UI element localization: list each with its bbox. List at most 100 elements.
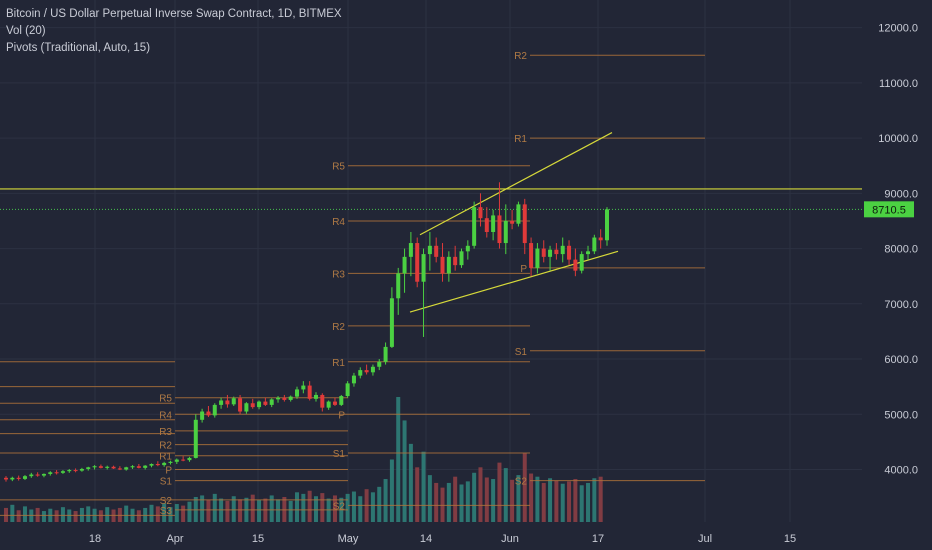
candle-body: [219, 400, 224, 405]
y-axis-tick-label: 11000.0: [879, 78, 918, 90]
volume-bar: [465, 481, 470, 522]
candle-body: [10, 477, 15, 480]
candle-body: [529, 243, 534, 268]
candle-body: [427, 245, 432, 255]
candle-body: [402, 256, 407, 274]
last-price-tag: [864, 201, 914, 218]
candle-body: [446, 256, 451, 274]
pivot-label: R1: [159, 452, 172, 463]
pivot-label: R4: [332, 217, 345, 228]
volume-bar: [200, 495, 205, 522]
candle-body: [491, 215, 496, 232]
wedge-upper-trendline: [419, 132, 613, 236]
volume-bar: [269, 495, 274, 522]
candle-body: [187, 457, 192, 461]
volume-bar: [573, 479, 578, 522]
volume-bar: [98, 510, 103, 522]
volume-bar: [586, 482, 591, 522]
pivot-label: P: [165, 466, 172, 477]
volume-bar: [446, 482, 451, 522]
volume-bar: [231, 496, 236, 522]
y-axis-tick-label: 7000.0: [884, 299, 918, 311]
volume-bar: [212, 493, 217, 522]
candle-body: [288, 396, 293, 400]
candle-body: [434, 245, 439, 257]
volume-bar: [592, 478, 597, 522]
candle-body: [117, 468, 122, 470]
volume-bar: [225, 500, 230, 522]
volume-bar: [491, 479, 496, 522]
volume-bar: [276, 499, 281, 522]
volume-bar: [453, 476, 458, 522]
candle-body: [67, 470, 72, 472]
candle-body: [313, 394, 318, 399]
volume-bar: [383, 479, 388, 522]
y-axis-tick-label: 6000.0: [884, 354, 918, 366]
volume-bar: [295, 492, 300, 522]
volume-bar: [124, 505, 129, 522]
candle-body: [364, 370, 369, 373]
candle-body: [168, 461, 173, 463]
candle-body: [162, 462, 167, 466]
y-axis-tick-label: 12000.0: [878, 23, 918, 35]
volume-bar: [22, 506, 27, 522]
candle-body: [225, 400, 230, 405]
candle-body: [484, 218, 489, 232]
volume-bar: [370, 492, 375, 522]
x-axis-tick-label: May: [338, 533, 359, 545]
x-axis-tick-label: 15: [784, 533, 796, 545]
candle-body: [181, 459, 186, 461]
candle-body: [339, 396, 344, 405]
candle-body: [592, 237, 597, 252]
volume-bar: [478, 467, 483, 522]
volume-bar: [10, 504, 15, 522]
volume-bar: [181, 505, 186, 522]
volume-bar: [168, 507, 173, 522]
candle-body: [54, 472, 59, 474]
candle-body: [143, 465, 148, 468]
pivot-label: S2: [333, 501, 346, 512]
pivot-label: R3: [159, 427, 172, 438]
candle-body: [351, 375, 356, 384]
volume-bar: [149, 504, 154, 522]
candle-body: [408, 243, 413, 257]
pivot-label: S2: [160, 496, 173, 507]
candle-body: [370, 366, 375, 373]
volume-bar: [351, 491, 356, 522]
chart-legend: Bitcoin / US Dollar Perpetual Inverse Sw…: [6, 6, 342, 57]
candle-body: [459, 251, 464, 266]
pivot-label: R2: [159, 441, 172, 452]
candle-body: [111, 466, 116, 469]
y-axis-tick-label: 5000.0: [884, 409, 918, 421]
volume-bar: [60, 507, 65, 522]
candle-body: [124, 467, 129, 470]
volume-bar: [238, 499, 243, 522]
candle-body: [478, 207, 483, 219]
candle-body: [41, 473, 46, 476]
y-axis-tick-label: 8000.0: [884, 244, 918, 256]
pivot-label: R4: [159, 410, 172, 421]
candle-body: [389, 298, 394, 347]
volume-bar: [301, 493, 306, 522]
volume-bar: [402, 420, 407, 522]
candle-body: [535, 248, 540, 268]
candle-body: [155, 464, 160, 466]
candle-body: [295, 389, 300, 397]
volume-bar: [396, 397, 401, 522]
candle-body: [377, 361, 382, 367]
volume-bar: [86, 506, 91, 522]
volume-bar: [415, 467, 420, 522]
candle-body: [29, 474, 34, 477]
candle-body: [516, 204, 521, 224]
candle-body: [35, 474, 40, 476]
volume-bar: [427, 475, 432, 522]
pivot-label: S1: [333, 449, 346, 460]
volume-bar: [257, 500, 262, 522]
volume-bar: [510, 479, 515, 522]
volume-bar: [440, 487, 445, 522]
candle-body: [86, 467, 91, 469]
pivot-label: R2: [514, 51, 527, 62]
volume-bar: [206, 500, 211, 522]
